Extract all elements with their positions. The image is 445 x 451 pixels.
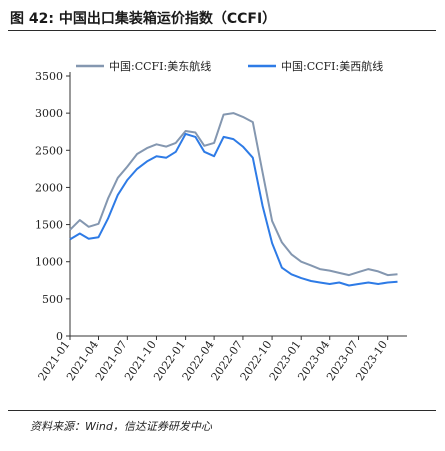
legend-label-2: 中国:CCFI:美西航线	[281, 59, 383, 73]
y-tick-label: 0	[56, 330, 63, 343]
y-tick-label: 1000	[35, 256, 63, 269]
figure-title: 图 42: 中国出口集装箱运价指数（CCFI）	[10, 11, 277, 27]
legend-label-1: 中国:CCFI:美东航线	[109, 59, 211, 73]
y-tick-label: 3500	[35, 70, 63, 83]
source-note: 资料来源：Wind，信达证券研发中心	[30, 420, 212, 433]
y-tick-label: 2500	[35, 144, 63, 157]
series-line-1	[69, 112, 398, 277]
y-tick-label: 500	[42, 293, 63, 306]
y-tick-label: 2000	[35, 181, 63, 194]
y-tick-label: 1500	[35, 219, 63, 232]
title-rule	[8, 30, 436, 31]
footer-rule	[8, 410, 436, 411]
series-line-2	[69, 132, 398, 287]
y-tick-label: 3000	[35, 107, 63, 120]
